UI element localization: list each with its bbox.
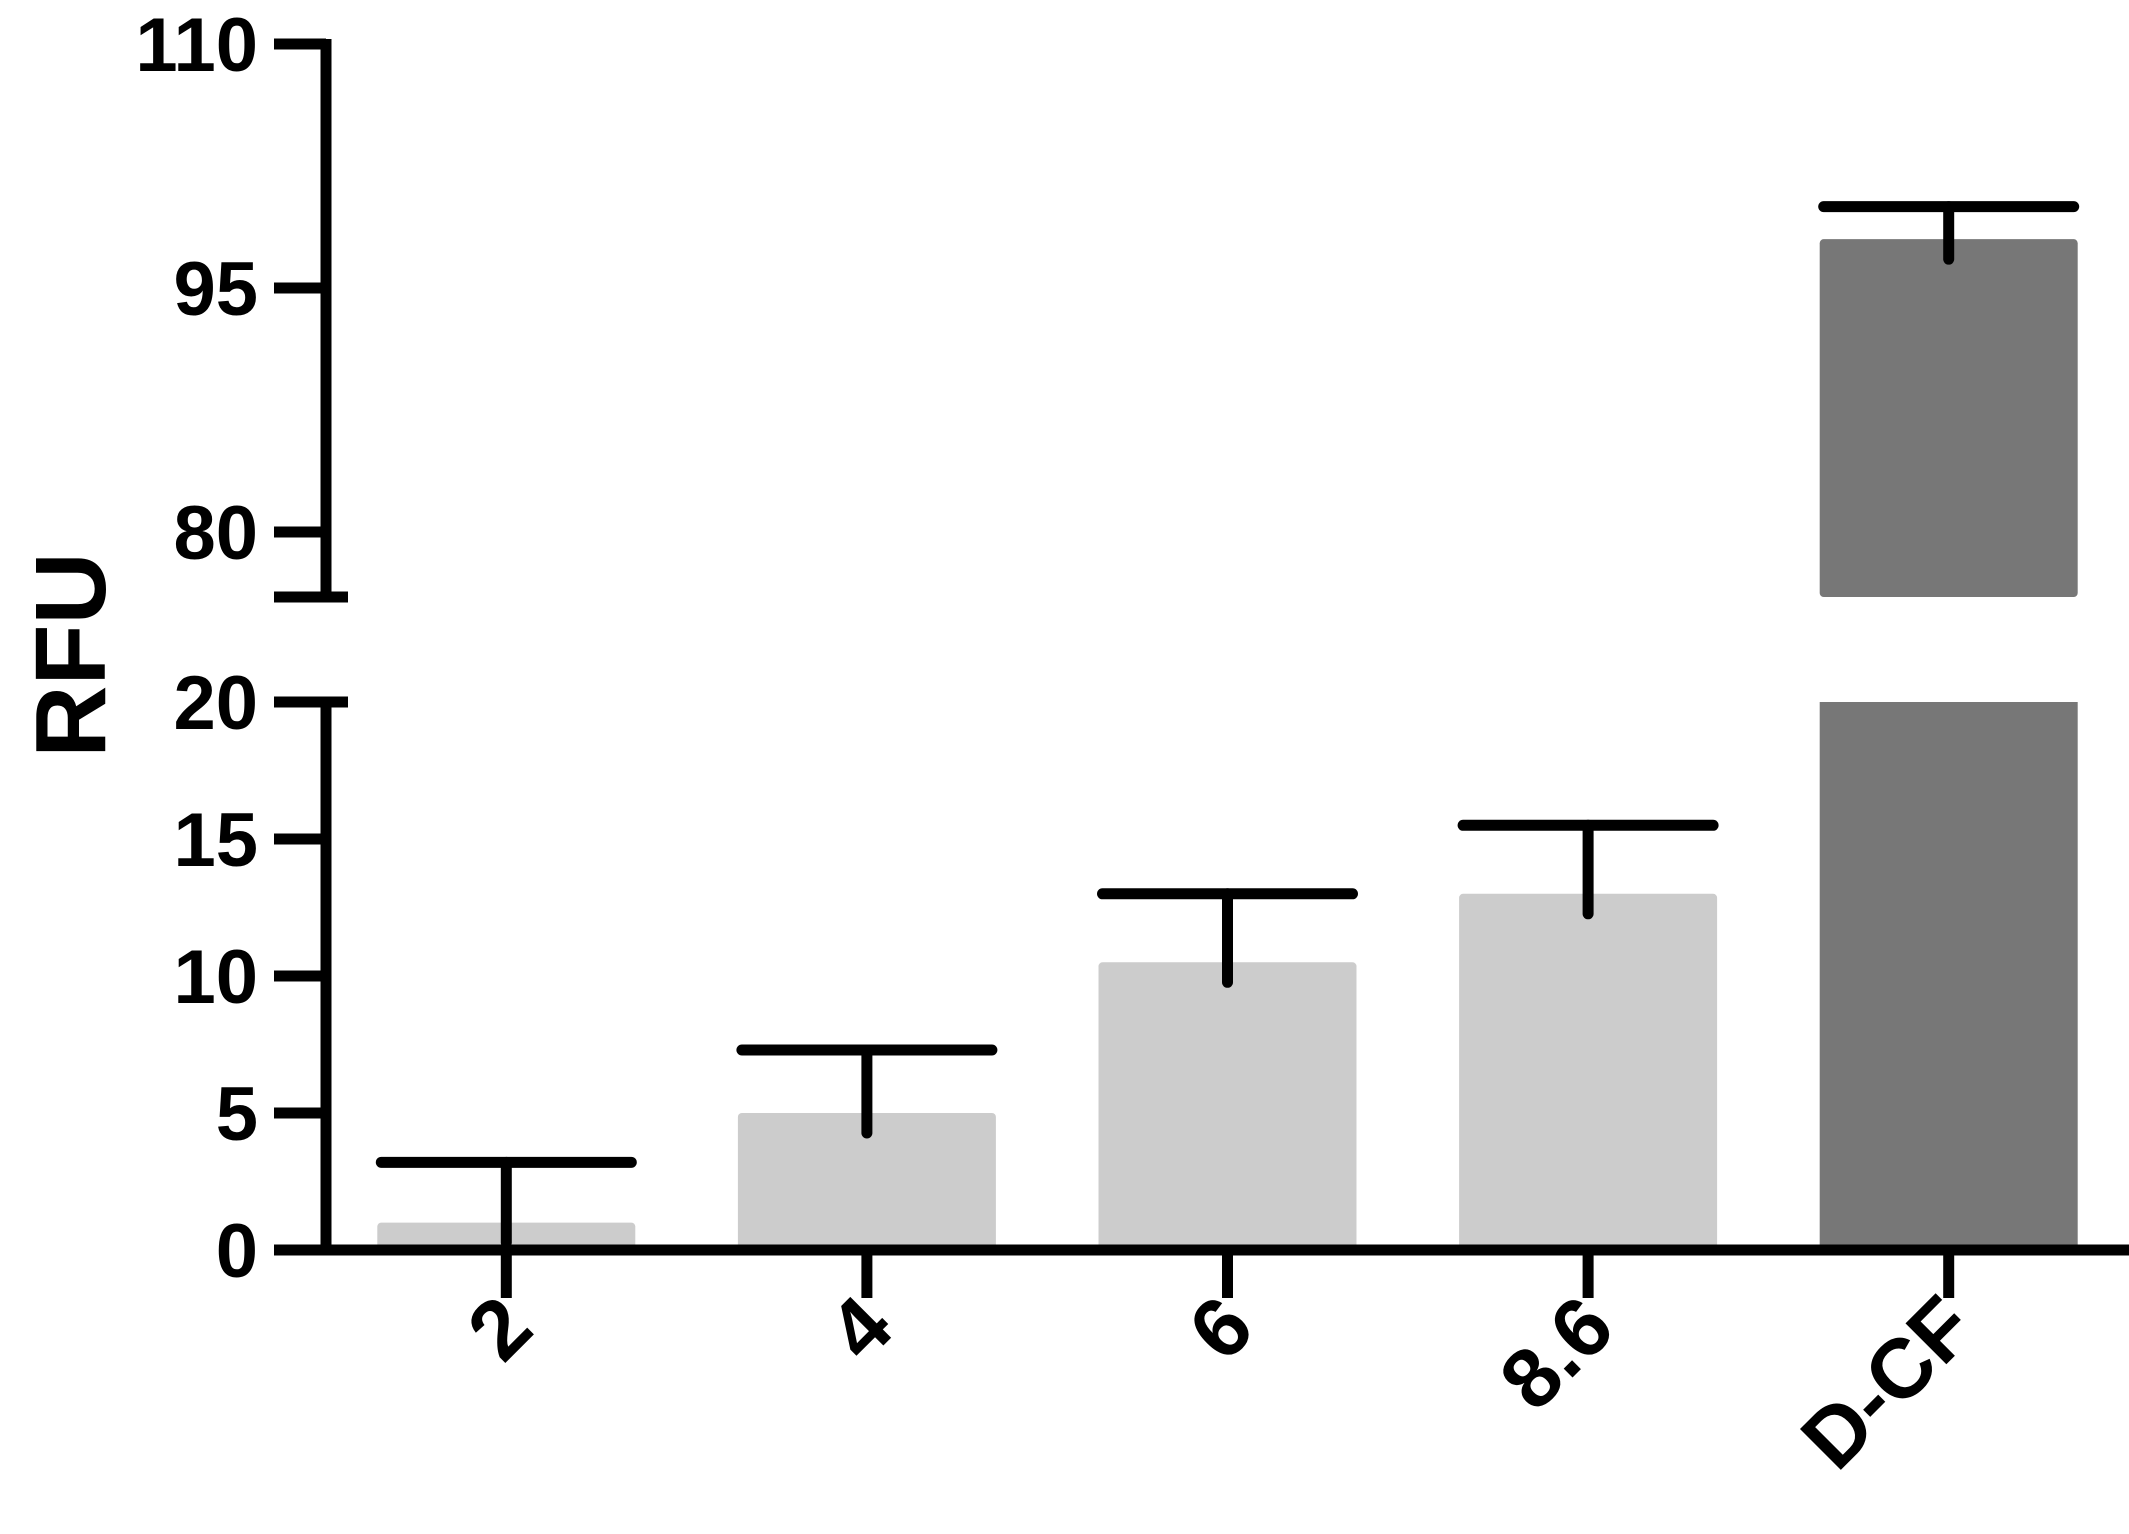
y-tick-label-95: 95 [173,247,258,332]
y-axis-title: RFU [15,552,127,758]
labels-layer: 0 5 10 15 20 80 95 110 2 4 6 8.6 D-CF [135,3,1991,1487]
y-tick-label-20: 20 [173,661,258,746]
bar-4 [737,1113,996,1250]
y-tick-label-0: 0 [216,1209,258,1294]
x-tick-label-8.6: 8.6 [1482,1278,1631,1427]
bar-D-CF-lower [1819,702,2078,1250]
y-tick-label-5: 5 [216,1072,258,1157]
bar-D-CF-upper [1819,239,2078,598]
bar-6 [1098,962,1357,1250]
x-tick-label-4: 4 [810,1278,910,1378]
x-tick-label-2: 2 [450,1278,550,1378]
error-bars-layer [375,201,2080,1249]
bar-8.6 [1459,893,1718,1250]
x-tick-label-6: 6 [1171,1278,1271,1378]
y-tick-label-80: 80 [173,491,258,576]
y-tick-label-10: 10 [173,935,258,1020]
axes-layer [274,38,2129,1298]
x-tick-label-D-CF: D-CF [1783,1278,1991,1486]
y-tick-label-15: 15 [173,798,258,883]
y-tick-label-110: 110 [135,3,258,88]
bars-layer [377,239,2078,1250]
